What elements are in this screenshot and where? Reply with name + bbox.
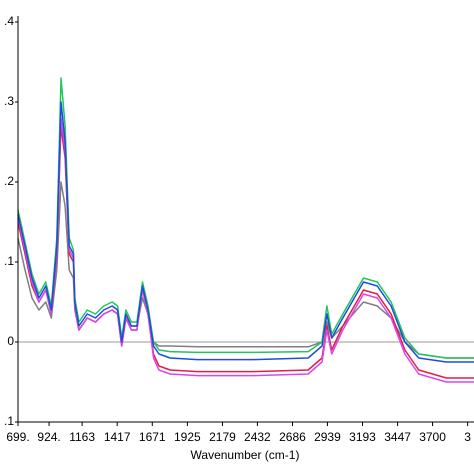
x-tick-label: 3447 — [384, 430, 411, 444]
x-tick-label: 1163 — [69, 430, 95, 444]
x-tick-label: 2432 — [244, 430, 271, 444]
x-tick-label: 3193 — [349, 430, 376, 444]
x-tick-label: 3 — [464, 430, 471, 444]
x-tick-label: 1417 — [104, 430, 131, 444]
spectrum-line — [17, 181, 474, 359]
x-tick-label: 2939 — [314, 430, 341, 444]
y-tick-label: 0 — [7, 334, 14, 348]
spectrum-line — [17, 125, 474, 379]
y-tick-label: .1 — [4, 254, 14, 268]
x-tick-label: 2179 — [209, 430, 236, 444]
spectrum-line — [17, 101, 474, 363]
y-tick-label: .4 — [4, 14, 14, 28]
x-axis-title: Wavenumber (cm-1) — [191, 448, 300, 462]
x-tick-label: 1671 — [139, 430, 166, 444]
y-tick-label: .1 — [4, 414, 14, 428]
x-tick-label: 2686 — [279, 430, 306, 444]
y-tick-label: .3 — [4, 94, 14, 108]
x-tick-label: 924. — [37, 430, 60, 444]
x-tick-label: 699. — [6, 430, 29, 444]
x-tick-label: 3700 — [419, 430, 446, 444]
x-tick-label: 1925 — [174, 430, 201, 444]
y-tick-label: .2 — [4, 174, 14, 188]
